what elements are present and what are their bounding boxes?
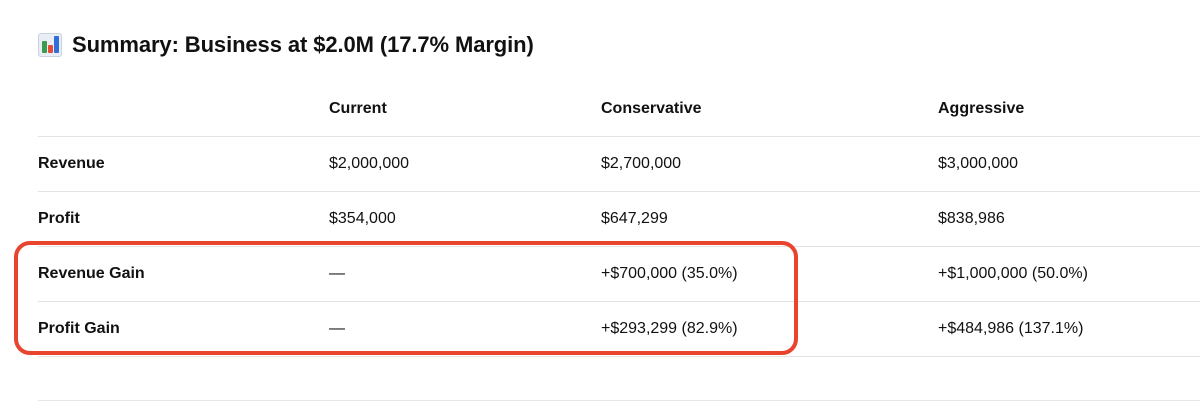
summary-table: Current Conservative Aggressive Revenue … xyxy=(38,82,1200,357)
bar-chart-icon xyxy=(38,33,62,57)
table-header-row: Current Conservative Aggressive xyxy=(38,82,1200,137)
column-header-conservative: Conservative xyxy=(601,82,938,137)
chart-icon-bar xyxy=(42,41,47,53)
summary-heading: Summary: Business at $2.0M (17.7% Margin… xyxy=(38,28,534,62)
row-label: Profit Gain xyxy=(38,301,329,357)
cell-aggressive: +$484,986 (137.1%) xyxy=(938,301,1200,357)
cell-aggressive: $838,986 xyxy=(938,191,1200,247)
cell-aggressive: $3,000,000 xyxy=(938,136,1200,192)
cell-current: $354,000 xyxy=(329,191,601,247)
column-header-label xyxy=(38,82,329,137)
table-row-profit: Profit $354,000 $647,299 $838,986 xyxy=(38,191,1200,247)
bottom-divider xyxy=(38,400,1200,401)
cell-conservative: +$293,299 (82.9%) xyxy=(601,301,938,357)
cell-current: $2,000,000 xyxy=(329,136,601,192)
table-row-revenue: Revenue $2,000,000 $2,700,000 $3,000,000 xyxy=(38,136,1200,192)
cell-aggressive: +$1,000,000 (50.0%) xyxy=(938,246,1200,302)
chart-icon-bar xyxy=(48,45,53,53)
cell-conservative: $647,299 xyxy=(601,191,938,247)
cell-conservative: +$700,000 (35.0%) xyxy=(601,246,938,302)
table-row-revenue-gain: Revenue Gain — +$700,000 (35.0%) +$1,000… xyxy=(38,246,1200,302)
cell-current: — xyxy=(329,301,601,357)
cell-conservative: $2,700,000 xyxy=(601,136,938,192)
row-label: Revenue xyxy=(38,136,329,192)
summary-title: Summary: Business at $2.0M (17.7% Margin… xyxy=(72,32,534,57)
column-header-current: Current xyxy=(329,82,601,137)
chart-icon-bar xyxy=(54,36,59,53)
cell-current: — xyxy=(329,246,601,302)
table-row-profit-gain: Profit Gain — +$293,299 (82.9%) +$484,98… xyxy=(38,301,1200,357)
row-label: Revenue Gain xyxy=(38,246,329,302)
column-header-aggressive: Aggressive xyxy=(938,82,1200,137)
row-label: Profit xyxy=(38,191,329,247)
